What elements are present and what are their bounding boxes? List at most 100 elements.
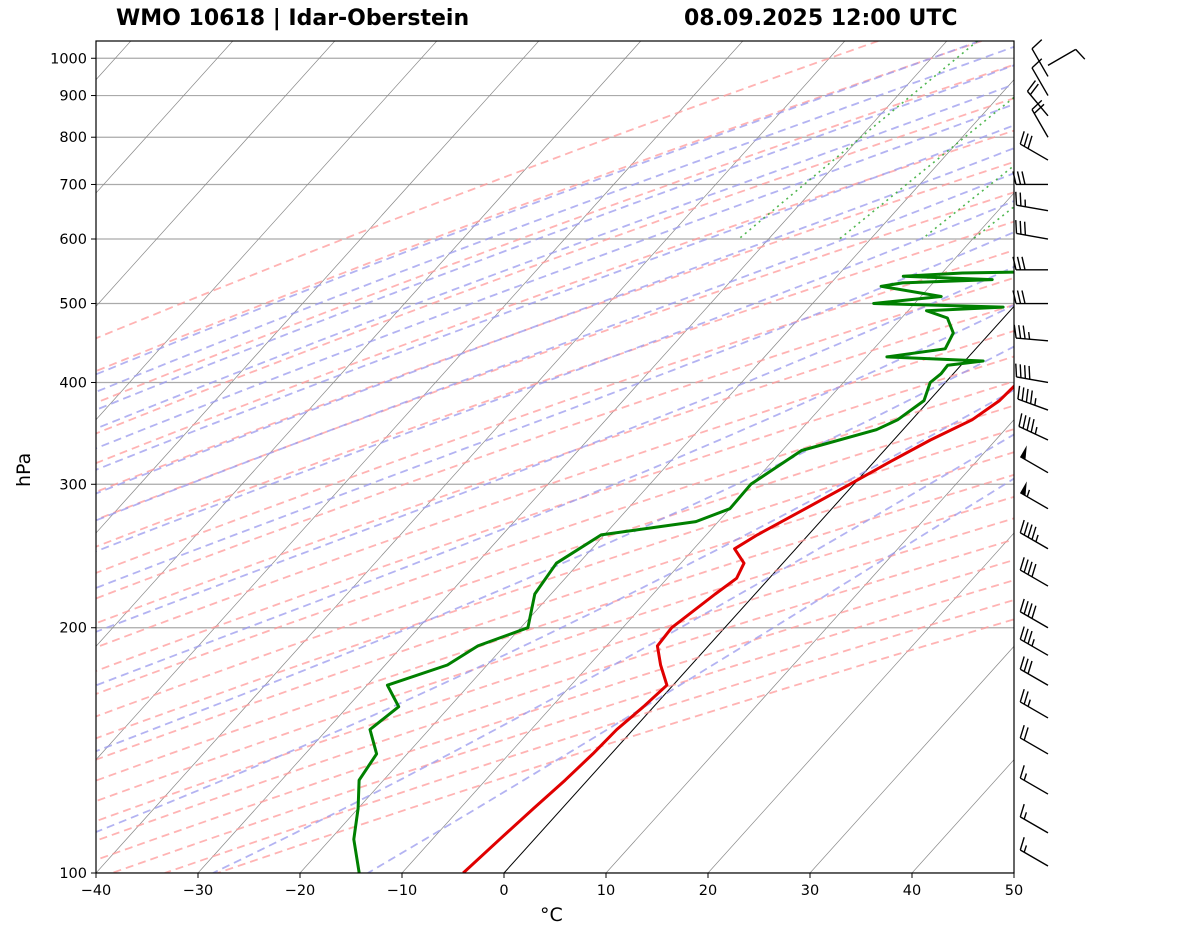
- wind-barb-flag: [1031, 563, 1037, 578]
- y-tick-label: 900: [59, 89, 87, 105]
- wind-barb-flag: [1019, 837, 1025, 851]
- dry-adiabat: [96, 428, 1014, 740]
- wind-barb-flag: [1025, 388, 1029, 403]
- y-tick-label: 300: [59, 477, 87, 493]
- wind-barb-halfflag: [1026, 489, 1031, 497]
- y-tick-label: 600: [59, 232, 87, 248]
- wind-barb-flag: [1030, 418, 1035, 433]
- isotherm-line: [299, 79, 1014, 873]
- mixing-ratio-line: [972, 205, 1014, 240]
- mixing-ratio-line: [1106, 41, 1181, 239]
- profile-lines: [352, 270, 1014, 873]
- isotherm-line: [911, 759, 1014, 873]
- y-tick-label: 1000: [50, 51, 87, 67]
- wind-barb-flag: [1021, 256, 1026, 270]
- dry-adiabat: [96, 249, 1014, 574]
- wind-barb-flag: [1021, 171, 1026, 185]
- wind-barb-flag: [1023, 658, 1029, 672]
- wind-barb-staff: [1019, 816, 1049, 834]
- wind-barb-flag: [1018, 413, 1023, 427]
- dry-adiabat: [96, 161, 1014, 493]
- wind-barb-flag: [1021, 387, 1025, 401]
- moist-adiabat: [96, 124, 1014, 471]
- wind-barb-halfflag: [1027, 699, 1031, 707]
- wind-barb-flag: [1021, 290, 1026, 304]
- wind-barb-flag: [1031, 39, 1043, 50]
- dewpoint-line: [352, 270, 1014, 873]
- wind-barb-flag: [1031, 605, 1037, 619]
- wind-barb-halfflag: [1023, 773, 1028, 781]
- wind-barb-staff: [1019, 638, 1049, 656]
- wind-barb-flag: [1015, 363, 1018, 377]
- wind-barb-staff: [1018, 425, 1049, 441]
- dry-adiabat: [96, 559, 1014, 861]
- x-tick-label: −20: [285, 883, 316, 899]
- wind-barb-flag: [1023, 727, 1029, 741]
- wind-barb-flag: [1012, 290, 1017, 304]
- wind-barb-flag: [1031, 526, 1037, 540]
- wind-barb-flag: [1023, 365, 1027, 379]
- wind-barb-staff: [1019, 569, 1049, 587]
- wind-barb-flag: [1023, 221, 1027, 236]
- chart-title-time: 08.09.2025 12:00 UTC: [684, 6, 958, 31]
- wind-barb-flag: [1027, 561, 1033, 575]
- dry-adiabat: [96, 97, 1014, 435]
- x-tick-label: 0: [499, 883, 508, 899]
- wind-barb-flag: [1019, 364, 1022, 378]
- wind-barb-halfflag: [1031, 639, 1035, 647]
- wind-barb-staff: [1019, 777, 1049, 795]
- wind-barb-flag: [1026, 417, 1031, 431]
- isotherm-line: [96, 41, 336, 307]
- wind-barb-flag: [1013, 324, 1017, 339]
- wind-barb-flag: [1019, 220, 1022, 235]
- wind-barb-staff: [1016, 232, 1049, 240]
- wind-barb-flag: [1023, 601, 1029, 615]
- wind-barb-flag: [1028, 365, 1031, 380]
- chart-title-station: WMO 10618 | Idar-Oberstein: [116, 6, 470, 31]
- x-tick-label: 20: [699, 883, 717, 899]
- wind-barb-flag: [1023, 559, 1029, 573]
- wind-barb-staff: [1019, 668, 1049, 686]
- mixing-ratio-line: [1165, 41, 1181, 239]
- wind-barb-flag: [1015, 191, 1018, 206]
- dry-adiabat: [96, 220, 1014, 548]
- moist-adiabat: [96, 83, 1014, 430]
- wind-barb-staff: [1019, 701, 1049, 719]
- wind-barb-halfflag: [1023, 812, 1028, 820]
- wind-barb-flag: [1026, 80, 1037, 92]
- moist-adiabat: [367, 477, 1014, 873]
- wind-barb-flag: [1023, 628, 1029, 642]
- isotherm-line: [96, 41, 846, 873]
- isotherm-line: [401, 192, 1014, 873]
- dry-adiabat: [96, 41, 879, 340]
- wind-barb-flag: [1031, 58, 1043, 69]
- wind-barb-flag: [1016, 290, 1022, 304]
- wind-barb-flag: [1022, 325, 1026, 339]
- wind-barb-staff: [1019, 456, 1049, 474]
- wind-barb-flag: [1012, 171, 1017, 185]
- wind-barb-halfflag: [1034, 398, 1037, 406]
- y-tick-label: 500: [59, 297, 87, 313]
- wind-barb-flag: [1019, 598, 1025, 612]
- wind-barb-flag: [1019, 519, 1025, 533]
- temperature-line: [462, 384, 1014, 873]
- dry-adiabat: [96, 517, 1014, 823]
- wind-barb-staff: [1031, 48, 1049, 77]
- wind-barb-flag: [1031, 99, 1043, 111]
- isotherm-line: [96, 41, 744, 761]
- wind-barbs: [1012, 39, 1086, 867]
- wind-barb-flag: [1019, 803, 1025, 818]
- dry-adiabat: [96, 330, 1014, 649]
- wind-barb-halfflag: [1027, 332, 1031, 340]
- wind-barb-flag: [1016, 256, 1022, 270]
- isotherm-line: [96, 41, 438, 421]
- wind-barb-flag: [1027, 603, 1033, 617]
- moist-adiabat: [96, 147, 1014, 495]
- wind-barb-flag: [1029, 83, 1039, 96]
- isotherm-line: [707, 532, 1014, 873]
- wind-barb-staff: [1019, 492, 1049, 510]
- moist-adiabat: [212, 433, 1014, 873]
- wind-barb-staff: [1016, 376, 1049, 384]
- x-tick-label: −10: [387, 883, 418, 899]
